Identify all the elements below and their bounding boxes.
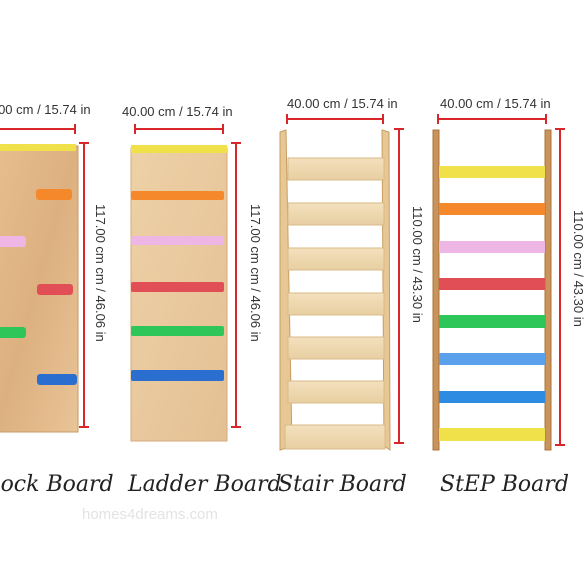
watermark: homes4dreams.com bbox=[82, 506, 218, 523]
ladder-board-width-line bbox=[134, 124, 224, 134]
rock-board-height-line bbox=[79, 142, 89, 428]
stair-board-caption: Stair Board bbox=[278, 472, 407, 497]
step-board-illustration bbox=[432, 129, 552, 451]
ladder-board-height-label: 117.00 cm cm / 46.06 in bbox=[248, 204, 263, 342]
step-board-height-label: 110.00 cm / 43.30 in bbox=[571, 210, 586, 327]
step-board-height-line bbox=[555, 128, 565, 446]
step-board-width-line bbox=[437, 114, 547, 124]
ladder-board-width-label: 40.00 cm / 15.74 in bbox=[122, 104, 233, 119]
rock-board-width-line bbox=[0, 124, 76, 134]
ladder-board-caption: Ladder Board bbox=[128, 472, 282, 497]
rock-board-caption: Rock Board bbox=[0, 472, 114, 497]
stair-board-illustration bbox=[279, 129, 391, 451]
stair-board-height-line bbox=[394, 128, 404, 444]
stair-board-width-label: 40.00 cm / 15.74 in bbox=[287, 96, 398, 111]
rock-board-height-label: 117.00 cm cm / 46.06 in bbox=[93, 204, 108, 342]
ladder-board-illustration bbox=[130, 145, 228, 442]
stair-board-height-label: 110.00 cm / 43.30 in bbox=[410, 206, 425, 323]
step-board-caption: StEP Board bbox=[440, 472, 569, 497]
rock-board-illustration bbox=[0, 144, 79, 433]
step-board-width-label: 40.00 cm / 15.74 in bbox=[440, 96, 551, 111]
stair-board-width-line bbox=[286, 114, 384, 124]
ladder-board-height-line bbox=[231, 142, 241, 428]
rock-board-width-label: 40.00 cm / 15.74 in bbox=[0, 102, 91, 117]
